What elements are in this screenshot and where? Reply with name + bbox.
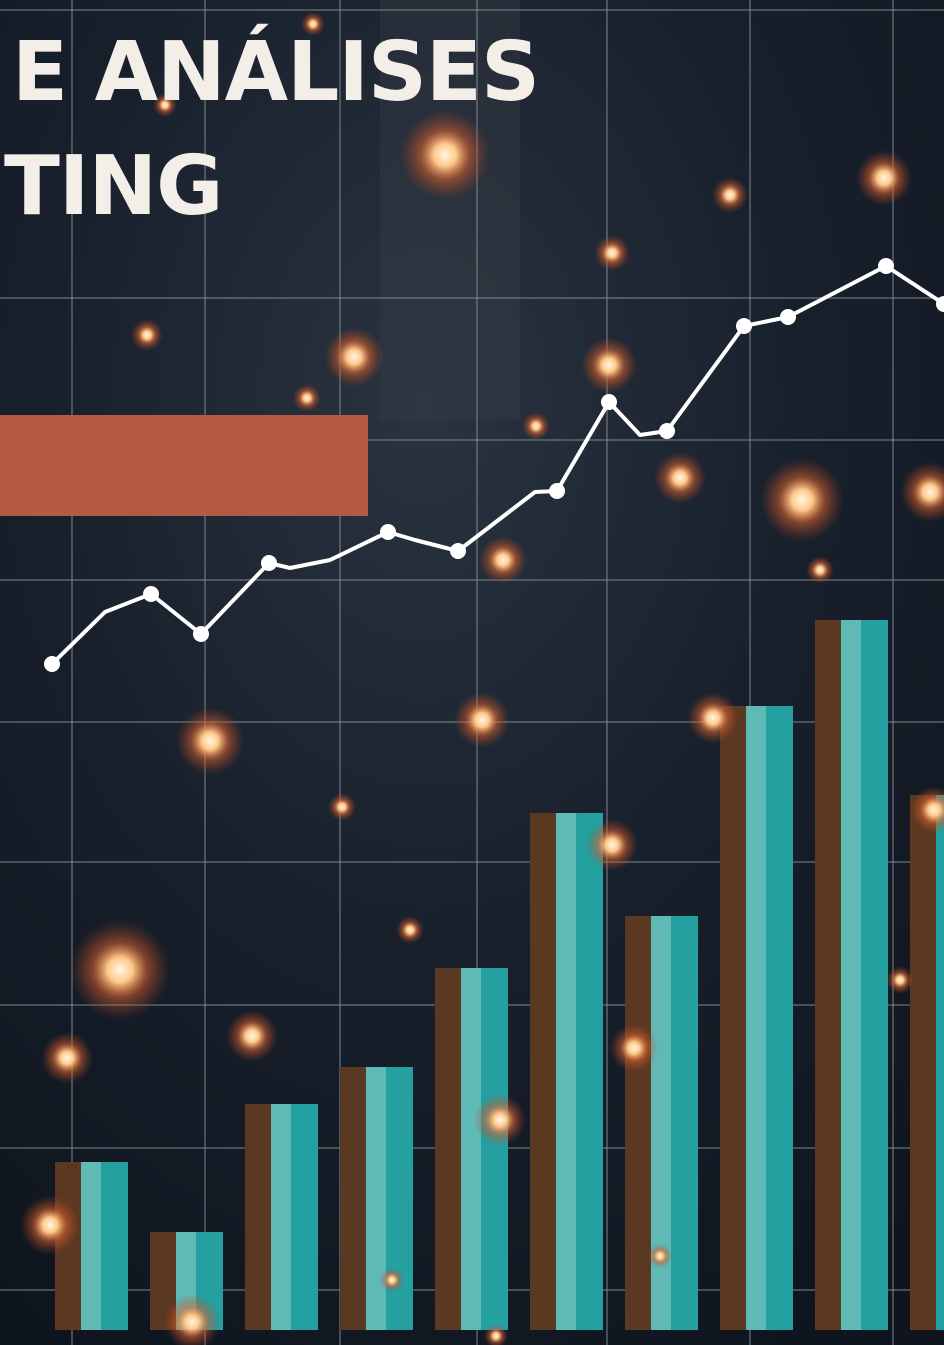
accent-bar bbox=[0, 415, 368, 516]
cover-graphic: E ANÁLISES TING bbox=[0, 0, 944, 1345]
title-line: TING bbox=[4, 139, 222, 234]
title-line: E ANÁLISES bbox=[12, 23, 539, 120]
page: E ANÁLISES TING (() => { const data = JS… bbox=[0, 0, 944, 1345]
